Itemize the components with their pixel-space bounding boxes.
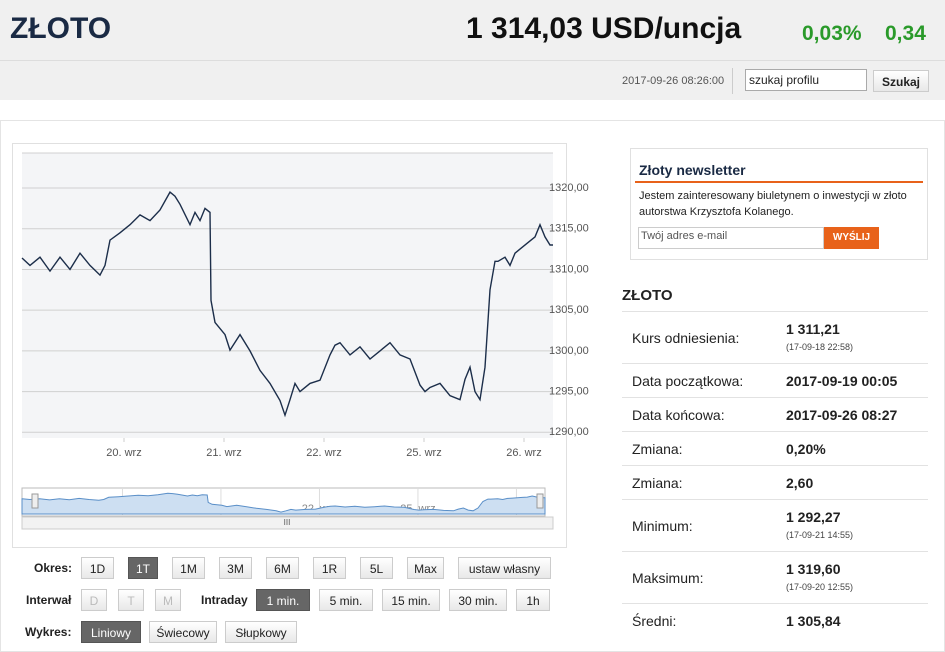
row-sub: (17-09-20 12:55) — [786, 582, 854, 592]
stats-row: Data końcowa: 2017-09-26 08:27 — [622, 397, 928, 432]
timestamp: 2017-09-26 08:26:00 — [622, 75, 725, 87]
control-label: Wykres: — [25, 625, 72, 639]
row-value: 0,20% — [786, 441, 826, 457]
y-tick-label: 1310,00 — [549, 263, 589, 275]
row-sub: (17-09-21 14:55) — [786, 530, 854, 540]
stats-row: Minimum: 1 292,27 (17-09-21 14:55) — [622, 499, 928, 552]
search-button[interactable]: Szukaj — [873, 70, 929, 92]
row-value: 2017-09-19 00:05 — [786, 373, 898, 389]
control-button[interactable]: 1h — [516, 589, 550, 611]
x-tick-label: 26. wrz — [506, 447, 541, 459]
navigator-area — [21, 492, 546, 515]
x-tick-label: 25. wrz — [406, 447, 441, 459]
row-value: 1 311,21 — [786, 321, 840, 337]
row-sub: (17-09-18 22:58) — [786, 342, 854, 352]
row-value: 1 305,84 — [786, 613, 841, 629]
plot-bg — [22, 153, 553, 438]
control-button[interactable]: 3M — [219, 557, 252, 579]
control-button[interactable]: 5L — [360, 557, 393, 579]
title: ZŁOTO — [10, 12, 112, 45]
newsletter: Złoty newsletter Jestem zainteresowany b… — [630, 148, 928, 260]
scrollbar[interactable] — [21, 516, 554, 530]
row-value: 2,60 — [786, 475, 814, 491]
control-button[interactable]: 15 min. — [382, 589, 440, 611]
row-label: Minimum: — [632, 518, 693, 534]
price: 1 314,03 USD/uncja — [466, 12, 742, 45]
row-value: 1 319,60 — [786, 561, 841, 577]
control-button[interactable]: 1R — [313, 557, 346, 579]
y-tick-label: 1315,00 — [549, 223, 589, 235]
control-label: Okres: — [34, 561, 73, 575]
control-button[interactable]: 30 min. — [449, 589, 507, 611]
separator — [0, 60, 945, 61]
header: ZŁOTO 1 314,03 USD/uncja 0,03% 0,34 2017… — [0, 0, 945, 100]
stats-row: Kurs odniesienia: 1 311,21 (17-09-18 22:58… — [622, 311, 928, 364]
control-button[interactable]: Max — [407, 557, 444, 579]
newsletter-rule — [635, 181, 923, 183]
control-button[interactable]: T — [118, 589, 144, 611]
y-tick-label: 1300,00 — [549, 345, 589, 357]
email-input[interactable]: Twój adres e-mail — [638, 227, 824, 249]
y-tick-label: 1305,00 — [549, 304, 589, 316]
stats-row: Data początkowa: 2017-09-19 00:05 — [622, 363, 928, 398]
stats-row: Średni: 1 305,84 — [622, 603, 928, 638]
control-button[interactable]: 1D — [81, 557, 114, 579]
y-tick-label: 1290,00 — [549, 426, 589, 438]
y-tick-label: 1320,00 — [549, 182, 589, 194]
control-label: Interwał — [26, 593, 72, 607]
row-label: Maksimum: — [632, 570, 704, 586]
control-button[interactable]: ustaw własny — [458, 557, 551, 579]
control-button[interactable]: Słupkowy — [225, 621, 297, 643]
control-button[interactable]: 1T — [128, 557, 158, 579]
y-tick-label: 1295,00 — [549, 385, 589, 397]
control-button[interactable]: 1 min. — [256, 589, 310, 611]
control-button[interactable]: 1M — [172, 557, 205, 579]
stats-row: Zmiana: 2,60 — [622, 465, 928, 500]
stats-row: Zmiana: 0,20% — [622, 431, 928, 466]
change-pct: 0,03% — [802, 22, 862, 45]
control-button[interactable]: D — [81, 589, 107, 611]
table-title: ZŁOTO — [622, 287, 673, 304]
chart-box — [12, 143, 567, 548]
divider — [732, 68, 733, 94]
x-tick-label: 21. wrz — [206, 447, 241, 459]
send-button[interactable]: WYŚLIJ — [824, 227, 879, 249]
chart: III 1290,00 1295,00 1300,00 1305,00 1310,00 1… — [21, 152, 589, 530]
control-button[interactable]: Świecowy — [149, 621, 217, 643]
row-label: Data końcowa: — [632, 407, 725, 423]
newsletter-title: Złoty newsletter — [639, 162, 746, 178]
navigator-handle — [536, 493, 544, 509]
row-value: 2017-09-26 08:27 — [786, 407, 898, 423]
row-label: Zmiana: — [632, 475, 683, 491]
x-tick-label: 22. wrz — [306, 447, 341, 459]
control-button[interactable]: Liniowy — [81, 621, 141, 643]
row-label: Średni: — [632, 613, 677, 629]
scroll-grip: III — [284, 518, 291, 527]
control-label: Intraday — [201, 593, 248, 607]
change-abs: 0,34 — [885, 22, 926, 45]
row-label: Zmiana: — [632, 441, 683, 457]
row-value: 1 292,27 — [786, 509, 841, 525]
control-button[interactable]: 6M — [266, 557, 299, 579]
control-button[interactable]: M — [155, 589, 181, 611]
row-label: Kurs odniesienia: — [632, 330, 740, 346]
stats-row: Maksimum: 1 319,60 (17-09-20 12:55) — [622, 551, 928, 604]
row-label: Data początkowa: — [632, 373, 744, 389]
newsletter-text: Jestem zainteresowany biuletynem o inwes… — [639, 190, 907, 218]
navigator-handle — [31, 493, 39, 509]
search-input[interactable]: szukaj profilu — [745, 69, 867, 91]
price-line — [21, 191, 553, 418]
control-button[interactable]: 5 min. — [319, 589, 373, 611]
x-tick-label: 20. wrz — [106, 447, 141, 459]
